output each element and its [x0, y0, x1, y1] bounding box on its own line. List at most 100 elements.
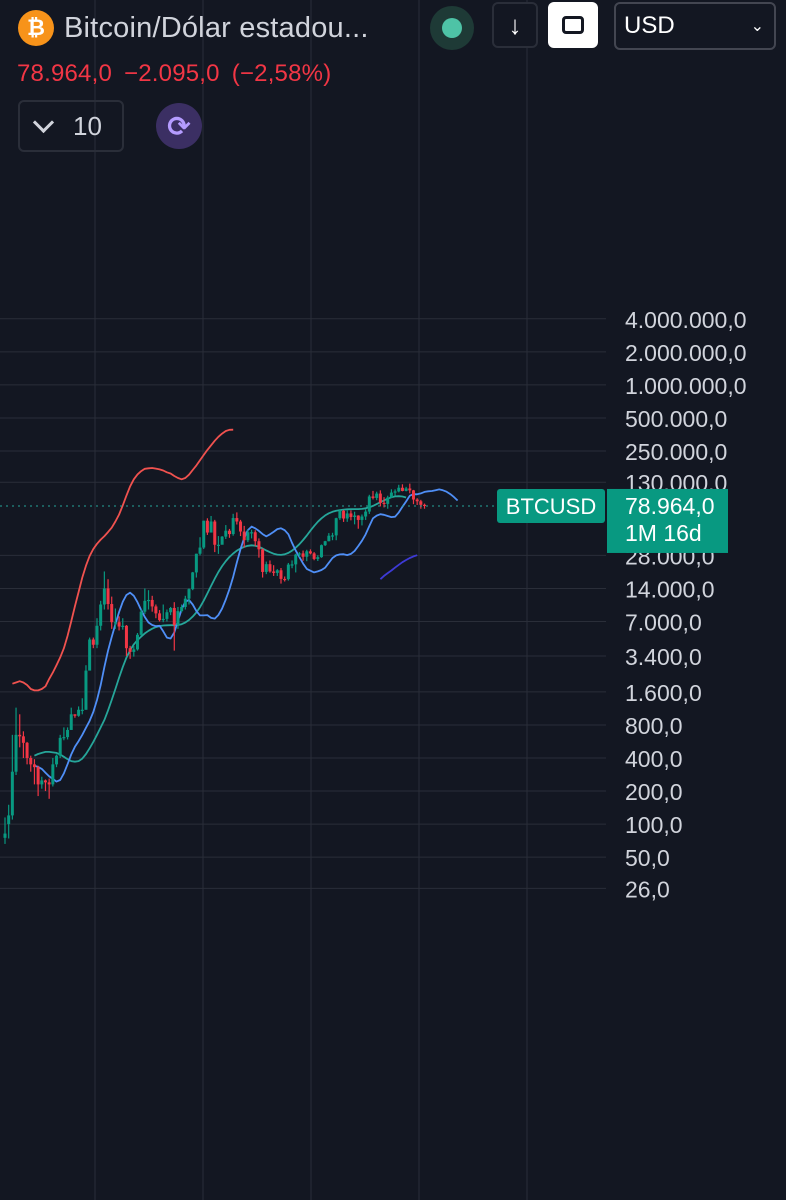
candle-body [40, 780, 44, 785]
candle [194, 553, 198, 578]
fullscreen-button[interactable] [548, 2, 598, 48]
candle-body [220, 536, 224, 545]
price-change-percent: (−2,58%) [231, 60, 332, 87]
candle-body [113, 622, 117, 624]
candle-body [25, 742, 29, 758]
indicators-collapse-button[interactable]: 10 [18, 100, 124, 152]
symbol-title[interactable]: Bitcoin/Dólar estadou... [64, 12, 369, 44]
candle [69, 707, 73, 730]
candle-body [36, 767, 40, 785]
candle [132, 645, 136, 657]
candle [316, 555, 320, 561]
candle [14, 707, 18, 776]
candle-body [205, 520, 209, 533]
candle-body [312, 553, 316, 559]
candle-body [139, 611, 143, 635]
candle-body [353, 515, 357, 517]
candle-body [235, 518, 239, 522]
candle-body [308, 551, 312, 554]
candle-body [73, 714, 77, 716]
y-tick-label: 100,0 [625, 812, 683, 838]
candle [272, 565, 276, 576]
candle-body [242, 531, 246, 541]
candle-body [297, 553, 301, 555]
candle-body [378, 493, 382, 503]
candle [220, 536, 224, 545]
candle [294, 553, 298, 573]
arrow-down-icon: ↓ [508, 9, 522, 40]
candle [224, 525, 228, 539]
candle-body [172, 607, 176, 626]
candle-body [18, 734, 22, 737]
candle-body [135, 634, 139, 650]
candle-body [239, 521, 243, 532]
candle [110, 596, 114, 629]
candle [176, 606, 180, 629]
price-axis[interactable]: 4.000.000,0 2.000.000,0 1.000.000,0 500.000… [625, 307, 747, 903]
y-tick-label: 4.000.000,0 [625, 307, 747, 333]
candle [191, 571, 195, 591]
candle-body [334, 518, 338, 536]
candle-body [154, 606, 158, 614]
candle-body [400, 487, 404, 491]
candle-body [393, 491, 397, 493]
candle [290, 560, 294, 569]
candle-body [342, 510, 346, 519]
sync-button[interactable]: ⟳ [156, 103, 202, 149]
candle-body [161, 618, 165, 621]
candle-body [386, 497, 390, 504]
candle [180, 604, 184, 613]
candle-body [66, 729, 70, 738]
bitcoin-logo-icon: ₿ [18, 10, 54, 46]
candle [286, 562, 290, 581]
candle [158, 610, 162, 622]
y-tick-label: 500.000,0 [625, 406, 727, 432]
candle [305, 549, 309, 562]
candle [205, 518, 209, 535]
y-tick-label: 200,0 [625, 779, 683, 805]
candle [411, 489, 415, 505]
candle [62, 727, 66, 741]
candle [246, 529, 250, 543]
candle-body [272, 571, 276, 573]
candle [77, 706, 81, 717]
download-button[interactable]: ↓ [492, 2, 538, 48]
candle-body [77, 709, 81, 716]
candle-body [117, 622, 121, 627]
candle [47, 778, 51, 799]
currency-select[interactable]: USD ⌄ [614, 2, 776, 50]
candle [231, 513, 235, 536]
candle [367, 494, 371, 514]
candle [36, 765, 40, 797]
fullscreen-icon [562, 16, 584, 34]
y-tick-label: 3.400,0 [625, 644, 702, 670]
candle-body [349, 513, 353, 517]
grid [0, 0, 606, 1200]
candle [150, 595, 154, 612]
candle [378, 490, 382, 507]
candle [356, 515, 360, 529]
candle [327, 533, 331, 542]
series-line-middle [34, 495, 407, 763]
candle [279, 567, 283, 584]
candle [161, 604, 165, 623]
candle [345, 510, 349, 522]
y-tick-label: 7.000,0 [625, 610, 702, 636]
candle-body [338, 510, 342, 519]
indicator-count: 10 [73, 110, 102, 141]
candle-body [62, 737, 66, 739]
candle [386, 495, 390, 509]
candle [147, 590, 151, 610]
candle [250, 529, 254, 539]
candle [121, 618, 125, 630]
candle [393, 489, 397, 496]
price-summary: 78.964,0 −2.095,0 (−2,58%) [17, 60, 343, 88]
candle [239, 519, 243, 537]
candle-body [47, 782, 51, 785]
candle-body [209, 521, 213, 533]
candle-body [264, 564, 268, 572]
market-status-indicator[interactable] [430, 6, 474, 50]
candle-body [124, 625, 128, 649]
candle [202, 520, 206, 550]
